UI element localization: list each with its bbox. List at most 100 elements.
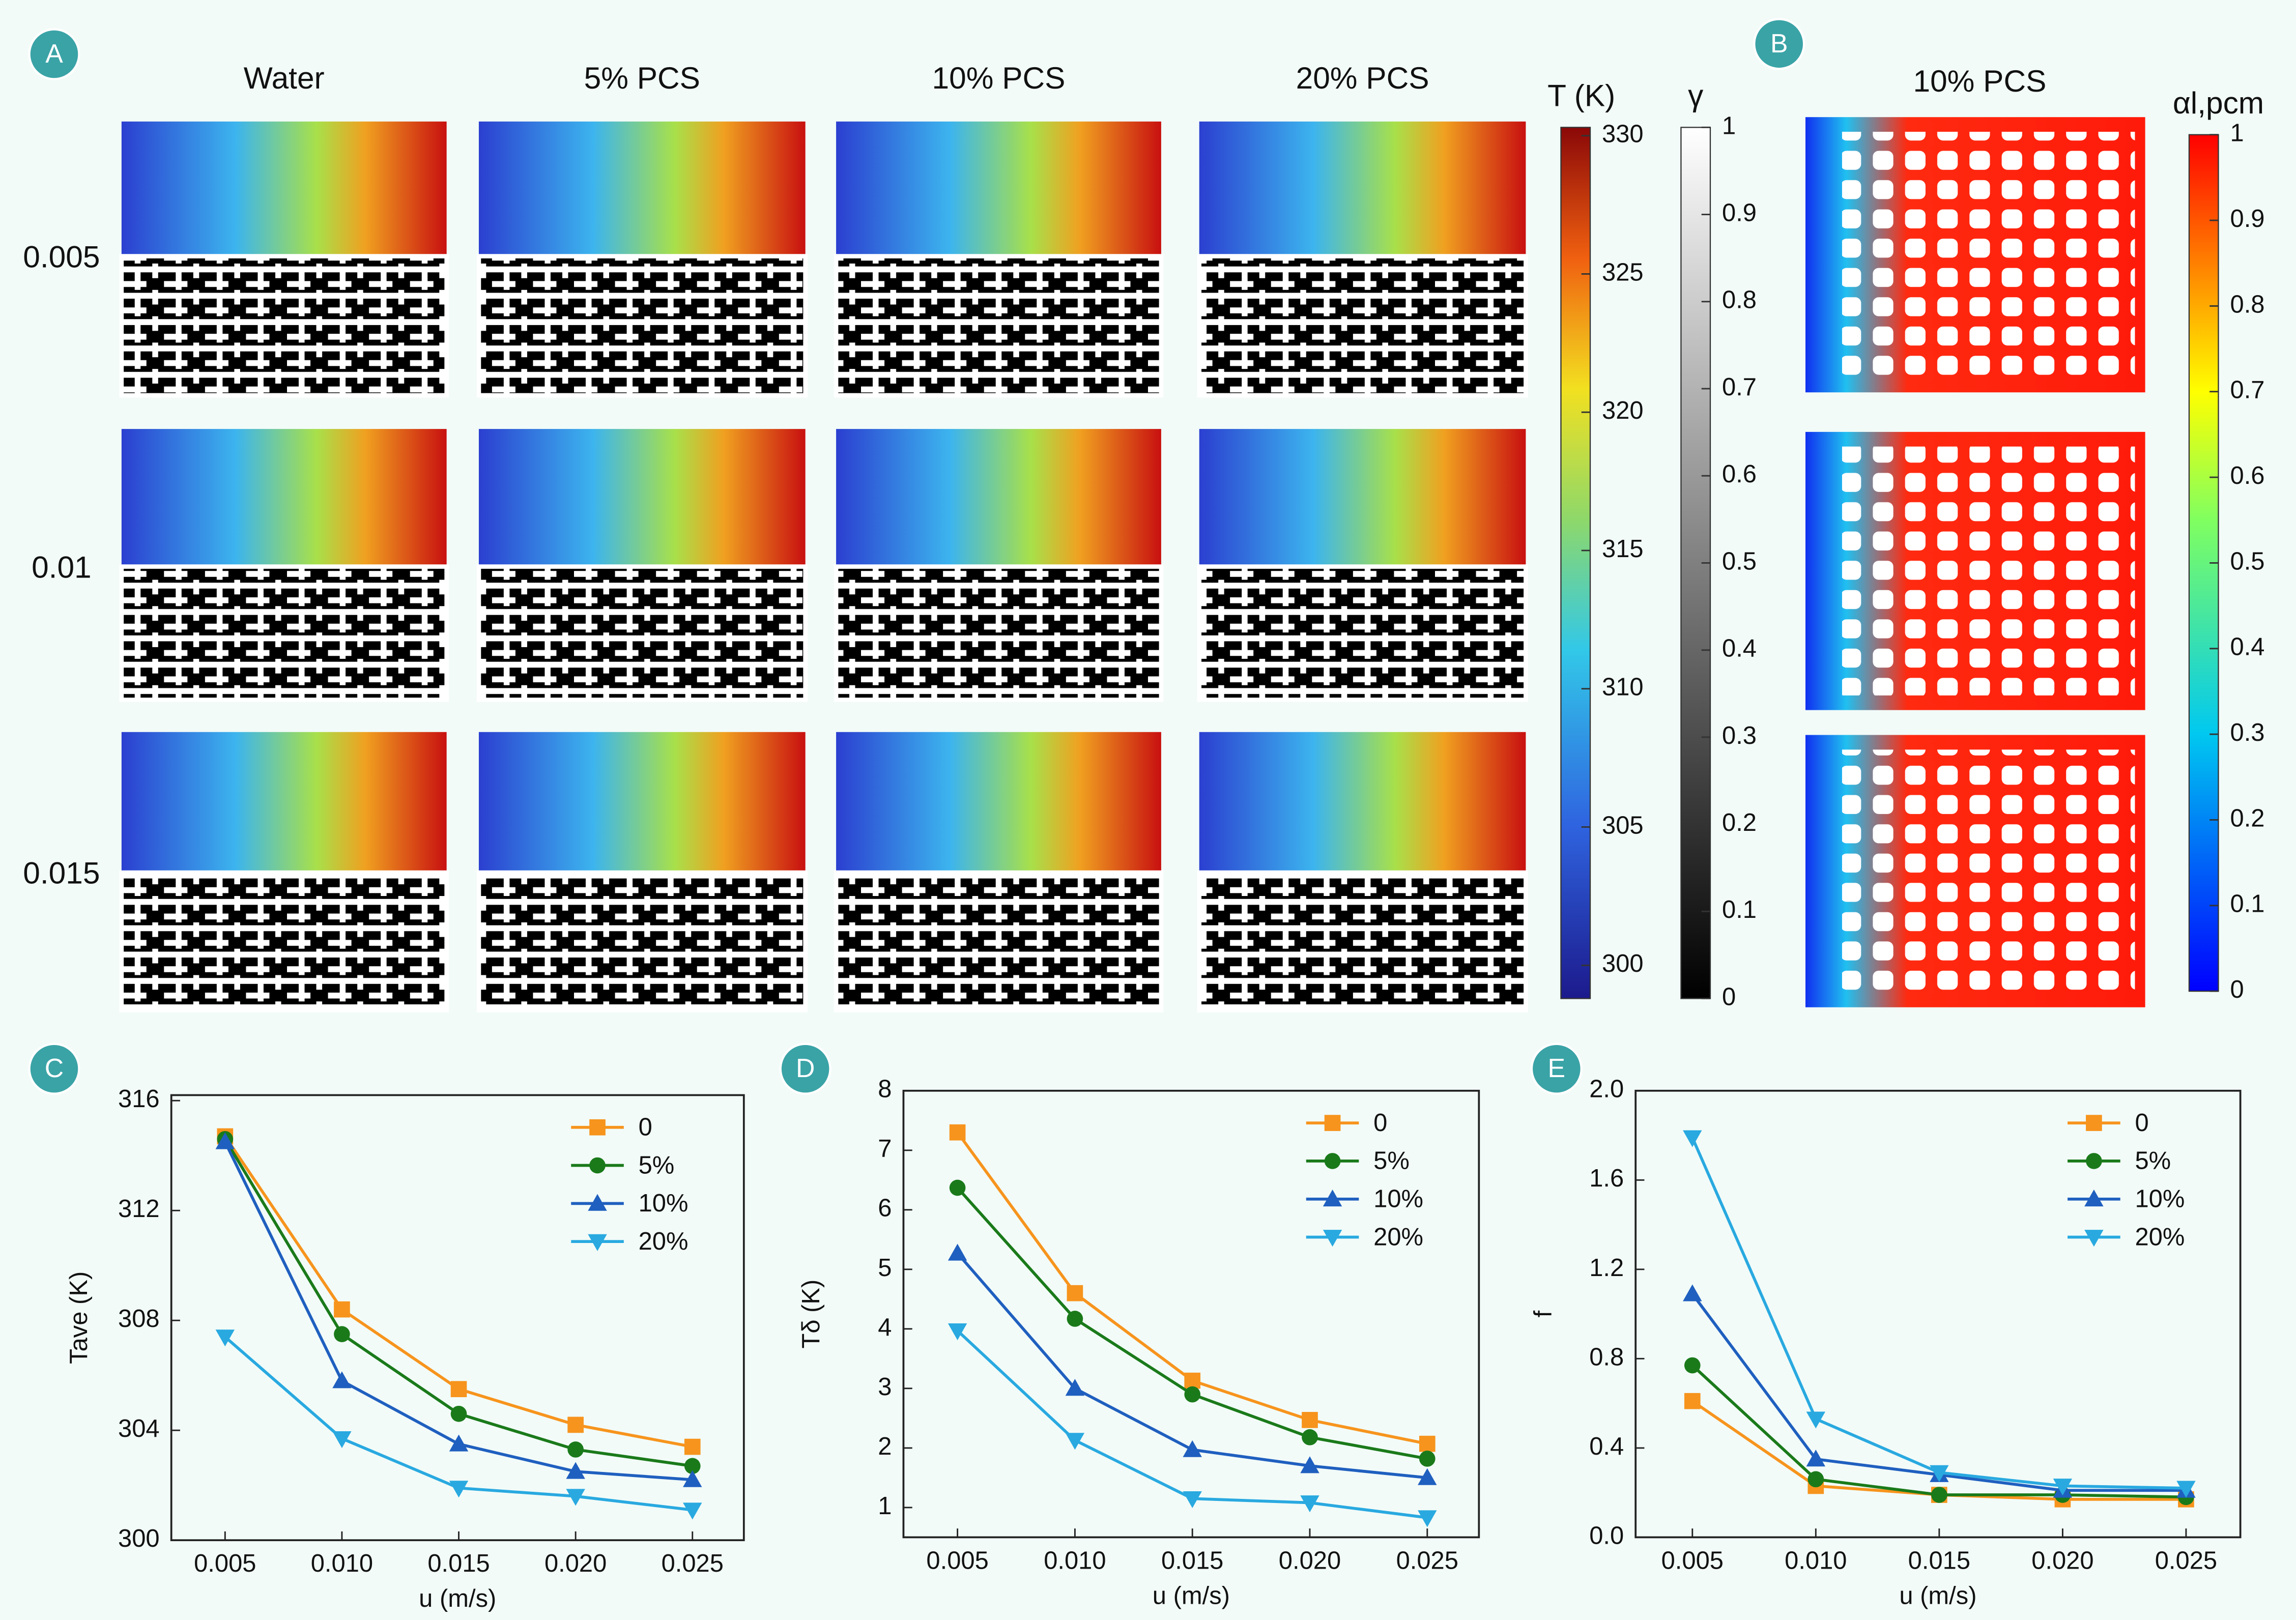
y-tick-label: 304 — [118, 1415, 160, 1442]
marker — [588, 1234, 607, 1251]
y-tick-label: 1 — [878, 1492, 892, 1520]
colorbar-tick-label: 0.2 — [2230, 804, 2265, 832]
marker — [449, 1481, 469, 1498]
marker — [566, 1462, 585, 1479]
plot-frame — [170, 1094, 745, 1542]
colorbar-tick-label: 330 — [1602, 121, 1644, 148]
colorbar-tick-label: 0.9 — [2230, 205, 2265, 233]
temperature-field — [121, 121, 447, 256]
panel-label: C — [45, 1053, 64, 1083]
temperature-field — [478, 121, 806, 256]
topology-field — [834, 254, 1164, 398]
marker — [1183, 1491, 1202, 1509]
topology-field — [1197, 254, 1528, 398]
x-tick-label: 0.020 — [2031, 1547, 2093, 1574]
x-tick-label: 0.010 — [311, 1550, 373, 1577]
marker — [1300, 1495, 1319, 1513]
colorbar-tick-label: 0.5 — [1722, 547, 1757, 575]
marker — [2084, 1190, 2104, 1207]
y-tick-label: 3 — [878, 1373, 892, 1401]
legend-label: 10% — [2135, 1185, 2185, 1213]
row-label: 0.01 — [32, 549, 92, 584]
marker — [332, 1371, 352, 1388]
topology-field — [119, 254, 449, 398]
topology-field — [834, 870, 1164, 1012]
marker — [1183, 1440, 1202, 1457]
temperature-field — [836, 429, 1161, 567]
marker — [1302, 1412, 1318, 1428]
marker — [1302, 1429, 1318, 1445]
legend-label: 10% — [1373, 1185, 1423, 1213]
y-tick-label: 0.4 — [1589, 1433, 1624, 1460]
marker — [948, 1323, 967, 1341]
legend-label: 10% — [639, 1190, 688, 1217]
y-tick-label: 316 — [118, 1085, 160, 1113]
y-tick-label: 2 — [878, 1433, 892, 1460]
marker — [332, 1431, 352, 1449]
column-header: 5% PCS — [584, 61, 700, 95]
marker — [334, 1301, 350, 1318]
x-tick-label: 0.010 — [1044, 1547, 1106, 1574]
marker — [949, 1124, 966, 1141]
panel-label: A — [45, 39, 63, 68]
legend-label: 5% — [2135, 1147, 2171, 1175]
y-axis-label: Tδ (K) — [797, 1280, 825, 1349]
marker — [683, 1502, 702, 1520]
colorbar-tick-label: 310 — [1602, 674, 1644, 701]
marker — [1300, 1456, 1319, 1473]
topology-field — [476, 254, 808, 398]
panel-label: E — [1548, 1053, 1566, 1083]
series-line — [223, 1141, 693, 1482]
panel-b-title: 10% PCS — [1913, 64, 2046, 98]
marker — [215, 1132, 235, 1149]
x-tick-label: 0.010 — [1785, 1547, 1847, 1574]
marker — [449, 1434, 469, 1452]
marker — [1419, 1451, 1436, 1467]
topology-field — [119, 564, 449, 702]
y-axis-label: Tave (K) — [65, 1271, 93, 1364]
x-tick-label: 0.020 — [1279, 1547, 1341, 1574]
legend-label: 0 — [639, 1114, 652, 1141]
colorbar-tick-label: 320 — [1602, 397, 1644, 424]
y-tick-label: 4 — [878, 1314, 892, 1341]
colorbar-tick-label: 0.6 — [2230, 462, 2265, 489]
y-tick-label: 0.8 — [1589, 1343, 1624, 1371]
marker — [1324, 1153, 1341, 1169]
marker — [1930, 1465, 1949, 1482]
x-tick-label: 0.025 — [662, 1550, 724, 1577]
liquid-fraction-solid — [1842, 131, 2135, 378]
topology-field — [476, 564, 808, 702]
marker — [2053, 1479, 2073, 1496]
legend-label: 5% — [1373, 1147, 1410, 1175]
panel-badge — [1753, 18, 1805, 70]
marker — [1807, 1471, 1824, 1488]
panel-badge — [1530, 1043, 1583, 1095]
marker — [588, 1194, 607, 1211]
marker — [1931, 1487, 1947, 1503]
marker — [1419, 1435, 1436, 1452]
marker — [450, 1405, 467, 1422]
marker — [684, 1438, 701, 1455]
marker — [589, 1119, 606, 1136]
y-tick-label: 1.2 — [1589, 1254, 1624, 1282]
plot-frame — [902, 1089, 1480, 1539]
marker — [949, 1179, 966, 1196]
y-tick-label: 6 — [878, 1195, 892, 1222]
colorbar-tick-label: 0.2 — [1722, 809, 1757, 836]
colorbar-tick-label: 0.1 — [1722, 896, 1757, 923]
colorbar-label: αl,pcm — [2173, 85, 2264, 120]
temperature-field — [478, 429, 806, 567]
panel-label: D — [796, 1053, 815, 1083]
x-tick-label: 0.025 — [2155, 1547, 2217, 1574]
y-tick-label: 0.0 — [1589, 1522, 1624, 1549]
colorbar — [2188, 134, 2219, 992]
legend-label: 0 — [1373, 1109, 1387, 1137]
marker — [684, 1458, 701, 1474]
temperature-field — [1199, 121, 1526, 256]
topology-field — [1197, 870, 1528, 1012]
topology-field — [119, 870, 449, 1012]
marker — [1184, 1372, 1201, 1389]
x-axis-label: u (m/s) — [419, 1585, 496, 1612]
colorbar-tick-label: 0.4 — [2230, 633, 2265, 661]
